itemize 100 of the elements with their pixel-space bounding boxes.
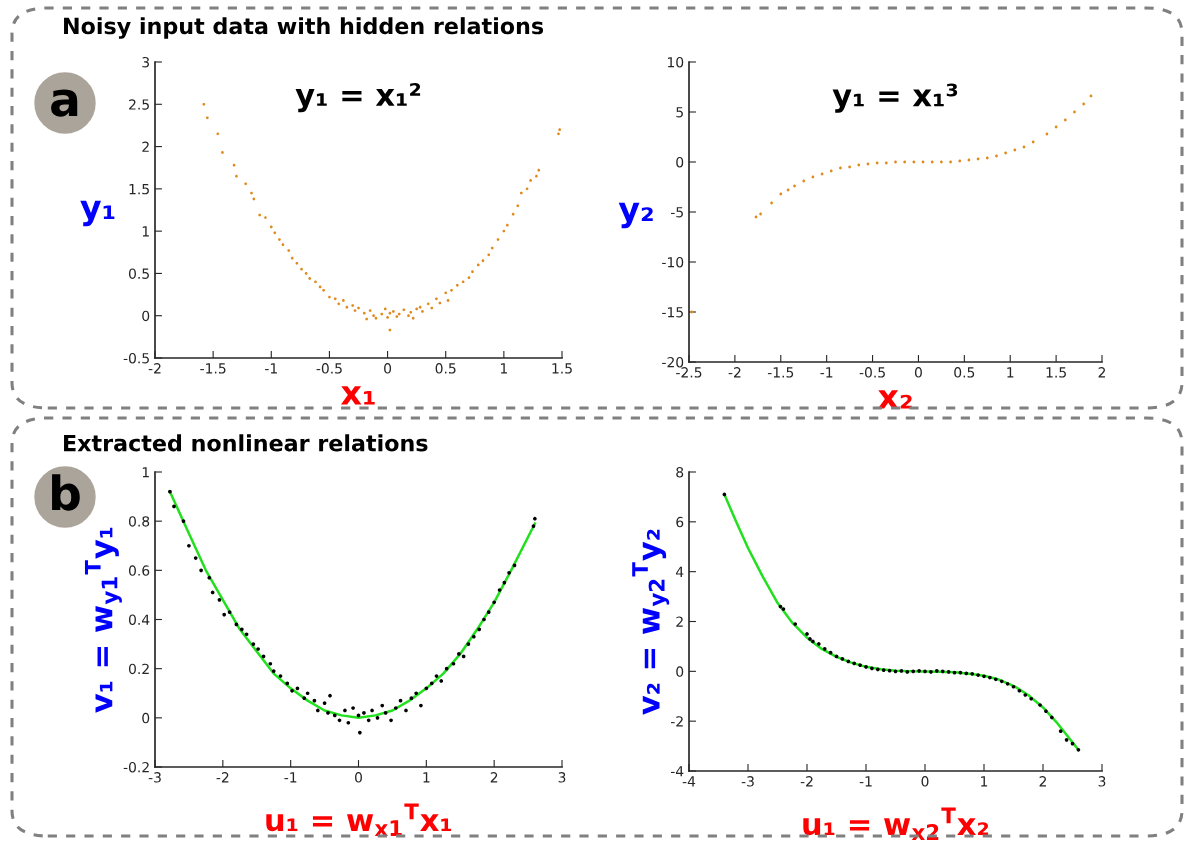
x-tick-label: -1 bbox=[284, 772, 297, 783]
point bbox=[995, 154, 998, 158]
point bbox=[822, 647, 827, 651]
y-axis-title: y₂ bbox=[618, 202, 653, 229]
y-tick-label: 5 bbox=[676, 107, 683, 118]
x-tick-label: -0.5 bbox=[316, 363, 342, 374]
y-tick-label: 8 bbox=[676, 466, 684, 478]
x-tick-label: 0 bbox=[384, 363, 392, 374]
point bbox=[903, 160, 907, 164]
point bbox=[917, 669, 921, 673]
y-tick-label: 3 bbox=[142, 56, 150, 68]
point bbox=[1082, 102, 1086, 106]
x-tick-label: 1.5 bbox=[552, 363, 572, 374]
annotation: y₁ = x₁² bbox=[295, 83, 421, 113]
point bbox=[1011, 684, 1016, 689]
point bbox=[858, 663, 862, 667]
point bbox=[839, 166, 842, 170]
point bbox=[829, 169, 833, 173]
text: b bbox=[52, 474, 80, 511]
y-tick-label: 4 bbox=[675, 566, 684, 577]
point bbox=[840, 657, 845, 661]
x-tick-label: -1.5 bbox=[767, 367, 794, 378]
y-axis-title: v₂ = w$_{y2}$$^{T}$y₂ bbox=[632, 529, 670, 715]
x-tick-label: -2.5 bbox=[676, 367, 702, 378]
x-tick-label: 0.5 bbox=[435, 363, 456, 374]
point bbox=[934, 669, 939, 673]
x-tick-label: -0.5 bbox=[859, 367, 885, 378]
x-tick-label: 1 bbox=[981, 776, 988, 787]
point bbox=[1076, 747, 1081, 752]
y-tick-label: 2 bbox=[676, 616, 683, 627]
point bbox=[982, 674, 986, 679]
x-tick-label: -3 bbox=[741, 776, 754, 787]
x-tick-label: -2 bbox=[728, 367, 741, 378]
point bbox=[1038, 703, 1042, 707]
point bbox=[893, 669, 898, 674]
y-tick-label: 0.5 bbox=[128, 268, 149, 279]
point bbox=[852, 661, 857, 666]
y-tick-label: -0.5 bbox=[123, 352, 149, 364]
y-tick-label: 2 bbox=[142, 141, 149, 152]
point bbox=[864, 665, 868, 669]
y-tick-label: -2 bbox=[670, 716, 683, 727]
point bbox=[946, 669, 951, 674]
x-tick-label: 0.5 bbox=[954, 367, 975, 378]
point bbox=[985, 156, 989, 160]
point bbox=[1063, 118, 1067, 122]
x-tick-label: 2 bbox=[1039, 776, 1047, 787]
y-tick-label: 0 bbox=[142, 712, 150, 724]
chart-title: Noisy input data with hidden relations bbox=[64, 17, 544, 39]
point bbox=[1029, 696, 1034, 701]
point bbox=[999, 679, 1004, 684]
point bbox=[846, 659, 851, 664]
y-tick-label: 1.5 bbox=[129, 184, 149, 195]
point bbox=[816, 642, 821, 646]
point bbox=[805, 632, 809, 636]
point bbox=[1050, 715, 1054, 720]
y-tick-label: -20 bbox=[662, 356, 684, 368]
x-axis-title: u₁ = w$_{x1}$$^{T}$x₁ bbox=[266, 803, 452, 836]
point bbox=[759, 212, 762, 216]
x-tick-label: 2 bbox=[490, 772, 498, 783]
point bbox=[870, 666, 874, 671]
y-tick-label: -5 bbox=[670, 207, 683, 218]
point bbox=[857, 163, 861, 167]
point bbox=[1017, 688, 1022, 693]
y-tick-label: 2.5 bbox=[129, 99, 149, 110]
x-tick-label: 1 bbox=[1007, 367, 1014, 378]
point bbox=[1004, 151, 1008, 155]
point bbox=[881, 668, 886, 672]
point bbox=[958, 159, 962, 163]
x-tick-label: 1.5 bbox=[1046, 367, 1066, 378]
y-axis-title: v₁ = w$_{y1}$$^{T}$y₁ bbox=[84, 527, 122, 713]
point bbox=[1073, 110, 1076, 114]
x-tick-label: 3 bbox=[558, 772, 566, 783]
point bbox=[884, 161, 888, 165]
x-tick-label: 3 bbox=[1098, 776, 1106, 787]
chart-title: Extracted nonlinear relations bbox=[64, 434, 428, 452]
point bbox=[770, 201, 773, 205]
y-tick-label: 0 bbox=[142, 310, 150, 322]
point bbox=[808, 637, 812, 641]
point bbox=[911, 669, 916, 674]
y-tick-label: 0.4 bbox=[128, 614, 150, 625]
point bbox=[923, 669, 927, 674]
y-tick-label: -0.2 bbox=[123, 761, 149, 773]
y-tick-label: 0.8 bbox=[128, 516, 150, 527]
point bbox=[848, 165, 851, 169]
point bbox=[905, 669, 910, 674]
point bbox=[1023, 693, 1028, 697]
point bbox=[929, 669, 933, 674]
point bbox=[875, 667, 880, 672]
point bbox=[793, 184, 796, 188]
point bbox=[811, 639, 815, 644]
x-axis-title: x₁ bbox=[340, 386, 375, 405]
point bbox=[970, 671, 975, 676]
point bbox=[894, 160, 897, 164]
y-tick-label: 0 bbox=[676, 666, 684, 677]
x-tick-label: 2 bbox=[1098, 367, 1106, 378]
point bbox=[779, 192, 783, 196]
x-tick-label: 0 bbox=[355, 772, 362, 783]
point bbox=[1044, 709, 1048, 714]
point bbox=[1005, 681, 1010, 686]
point bbox=[988, 675, 992, 680]
